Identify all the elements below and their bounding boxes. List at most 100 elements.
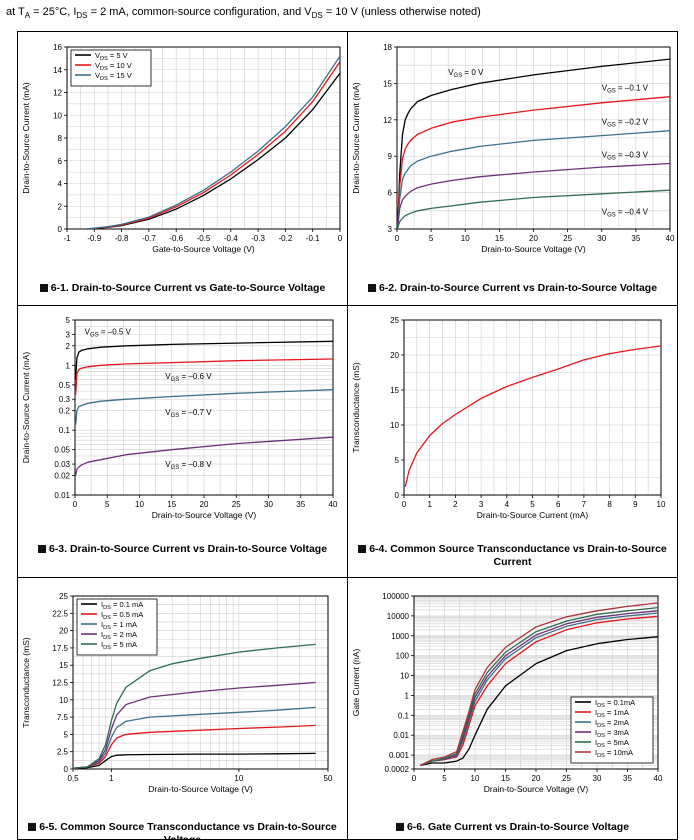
y-tick-label: 12 — [383, 116, 392, 125]
x-tick-label: 10 — [461, 234, 470, 243]
y-tick-label: 0.3 — [59, 395, 71, 404]
series-label: IDS = 1 mA — [101, 620, 137, 631]
series-line-0 — [397, 58, 670, 227]
x-tick-label: 50 — [324, 774, 333, 783]
series-label: IDS = 0.5 mA — [101, 610, 143, 621]
y-tick-label: 0.0002 — [385, 765, 410, 774]
figure-icon — [39, 284, 48, 292]
x-tick-label: 20 — [529, 234, 538, 243]
x-tick-label: 10 — [657, 500, 666, 509]
x-tick-label: 35 — [296, 500, 305, 509]
y-tick-label: 25 — [59, 592, 68, 601]
x-tick-label: 40 — [666, 234, 675, 243]
series-line-3 — [397, 162, 670, 227]
chart-svg-fig3: 0 5 10 15 20 25 30 35 400.010.020.030.050.10.20.… — [21, 316, 338, 520]
figure-icon — [28, 823, 37, 831]
y-tick-label: 0.01 — [54, 491, 70, 500]
caption-text: 6-4. Common Source Transconductance vs D… — [369, 543, 667, 568]
chart-svg-fig1: -1 -0.9 -0.8 -0.7 -0.6 -0.5 -0.4 -0.3 -0.2 -0.1 0 0… — [21, 43, 343, 254]
y-tick-label: 10 — [59, 696, 68, 705]
y-tick-label: 18 — [383, 43, 392, 52]
series-line-2 — [86, 55, 340, 229]
series-label: IDS = 3mA — [595, 728, 629, 739]
x-tick-label: 15 — [167, 500, 176, 509]
y-tick-label: 0.001 — [389, 751, 410, 760]
series-line-1 — [73, 724, 316, 769]
series-label: VGS = –0.8 V — [165, 460, 212, 471]
y-tick-label: 14 — [53, 66, 62, 75]
x-tick-label: 15 — [501, 774, 510, 783]
y-tick-label: 6 — [58, 157, 63, 166]
caption-text: 6-2. Drain-to-Source Current vs Drain-to… — [378, 282, 658, 294]
legend-box — [76, 598, 158, 656]
figure-icon — [395, 823, 404, 831]
y-tick-label: 0.5 — [59, 381, 71, 390]
y-tick-label: 0 — [64, 765, 69, 774]
y-tick-label: 1 — [405, 691, 410, 700]
figure-icon — [358, 545, 367, 553]
y-axis-label: Transconductance (mS) — [21, 637, 31, 728]
series-label: IDS = 1mA — [595, 708, 629, 719]
y-tick-label: 5 — [64, 730, 69, 739]
y-tick-label: 20 — [390, 351, 399, 360]
y-tick-label: 0 — [58, 225, 63, 234]
header-subscript: A — [24, 11, 31, 21]
x-tick-label: 30 — [597, 234, 606, 243]
y-tick-label: 1 — [66, 361, 71, 370]
y-tick-label: 3 — [66, 330, 71, 339]
x-tick-label: 9 — [633, 500, 638, 509]
y-tick-label: 15 — [59, 661, 68, 670]
chart-panel-fig2: 0 5 10 15 20 25 30 35 40 3 6 9 12 15 18 Drain-to-Source… — [347, 31, 678, 306]
x-tick-label: 3 — [479, 500, 484, 509]
y-tick-label: 10 — [53, 111, 62, 120]
x-tick-label: 0 — [402, 500, 407, 509]
y-tick-label: 9 — [388, 152, 393, 161]
legend-box — [70, 49, 152, 87]
caption-text: 6-5. Common Source Transconductance vs D… — [39, 821, 337, 840]
x-axis-label: Drain-to-Source Voltage (V) — [152, 510, 257, 520]
grid-lines — [73, 596, 328, 769]
y-tick-label: 5 — [395, 456, 400, 465]
x-tick-label: 7 — [582, 500, 587, 509]
caption-text: 6-6. Gate Current vs Drain-to-Source Vol… — [406, 821, 630, 833]
y-tick-label: 0.02 — [54, 471, 70, 480]
y-axis-label: Drain-to-Source Current (mA) — [21, 352, 31, 464]
x-tick-label: 40 — [654, 774, 663, 783]
x-tick-label: -0.7 — [142, 234, 156, 243]
y-tick-label: 1000 — [391, 632, 409, 641]
x-tick-label: -0.6 — [169, 234, 183, 243]
y-tick-label: 17.5 — [52, 644, 68, 653]
y-axis-label: Gate Current (nA) — [351, 649, 361, 717]
y-tick-label: 0.03 — [54, 460, 70, 469]
figure-icon — [367, 284, 376, 292]
y-tick-label: 2 — [66, 342, 71, 351]
series-label: VGS = –0.1 V — [602, 84, 649, 95]
x-tick-label: 40 — [329, 500, 338, 509]
y-tick-label: 3 — [388, 225, 393, 234]
x-tick-label: 0.5 — [67, 774, 79, 783]
chart-panel-fig3: 0 5 10 15 20 25 30 35 40 0.01 0.02 0.03 0.05 0.1 0.2 0.… — [17, 305, 348, 578]
y-tick-label: 6 — [388, 189, 393, 198]
x-tick-label: 25 — [562, 774, 571, 783]
series-label: IDS = 2 mA — [101, 630, 137, 641]
series-line-3 — [73, 681, 316, 769]
x-tick-label: 0 — [395, 234, 400, 243]
y-tick-label: 2.5 — [57, 748, 69, 757]
series-line-4 — [419, 606, 658, 767]
y-tick-label: 100 — [396, 652, 410, 661]
figure-caption: 6-1. Drain-to-Source Current vs Gate-to-… — [18, 282, 347, 295]
x-tick-label: 35 — [631, 234, 640, 243]
x-tick-label: 0 — [338, 234, 343, 243]
chart-panel-fig1: -1 -0.9 -0.8 -0.7 -0.6 -0.5 -0.4 -0.3 -0.2 -0.1 0 0… — [17, 31, 348, 306]
y-tick-label: 10 — [390, 421, 399, 430]
series-label: VGS = –0.4 V — [602, 207, 649, 218]
x-tick-label: 5 — [105, 500, 110, 509]
series-line-1 — [86, 61, 340, 229]
x-tick-label: 25 — [563, 234, 572, 243]
header-text: = 10 V (unless otherwise noted) — [322, 6, 481, 18]
series-label: VGS = –0.7 V — [165, 408, 212, 419]
series-label: VGS = –0.6 V — [165, 372, 212, 383]
series-label: IDS = 0.1mA — [595, 698, 635, 709]
